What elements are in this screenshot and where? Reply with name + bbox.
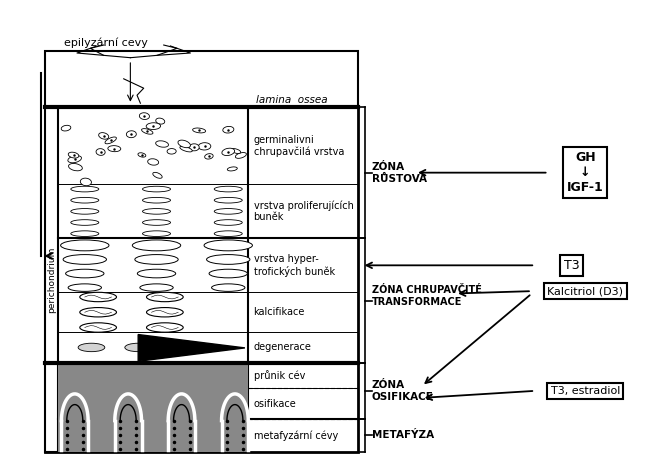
Ellipse shape [61,125,71,131]
Ellipse shape [140,284,174,291]
Text: METAFÝZA: METAFÝZA [372,430,433,440]
Ellipse shape [204,154,213,159]
Ellipse shape [80,323,117,332]
Bar [45,107,58,452]
Ellipse shape [60,240,109,251]
Ellipse shape [230,149,241,153]
Text: osifikace: osifikace [254,399,296,409]
Ellipse shape [105,137,117,144]
Ellipse shape [80,292,117,302]
Ellipse shape [223,126,234,133]
Ellipse shape [167,149,176,154]
Ellipse shape [143,197,171,203]
Ellipse shape [71,231,98,236]
Ellipse shape [71,219,98,225]
Ellipse shape [68,284,101,291]
Ellipse shape [192,128,206,133]
Ellipse shape [146,123,161,129]
Text: vrstva hyper-
trofických buněk: vrstva hyper- trofických buněk [254,254,335,277]
Ellipse shape [204,240,253,251]
Text: T3: T3 [564,259,580,272]
Ellipse shape [212,284,245,291]
Bar [45,107,358,452]
Ellipse shape [138,153,146,157]
Ellipse shape [78,343,105,352]
Ellipse shape [178,140,190,148]
Ellipse shape [68,152,79,158]
Ellipse shape [147,292,183,302]
Ellipse shape [125,343,151,352]
Ellipse shape [71,197,98,203]
Ellipse shape [143,209,171,214]
Bar [45,51,358,107]
Text: vrstva proliferujících
buněk: vrstva proliferujících buněk [254,200,354,222]
Ellipse shape [143,186,171,192]
Ellipse shape [214,219,243,225]
Ellipse shape [214,209,243,214]
Text: GH
↓
IGF-1: GH ↓ IGF-1 [567,151,604,194]
Ellipse shape [143,231,171,236]
Ellipse shape [222,148,234,156]
Polygon shape [138,335,245,361]
Ellipse shape [68,163,82,171]
Text: Kalcitriol (D3): Kalcitriol (D3) [547,286,623,296]
Ellipse shape [71,209,98,214]
Ellipse shape [206,254,250,264]
Ellipse shape [66,269,104,278]
Ellipse shape [96,149,105,155]
Text: kalcifikace: kalcifikace [254,307,305,317]
Text: průnik cév: průnik cév [254,370,305,381]
Ellipse shape [198,143,211,150]
Bar [58,362,249,452]
Ellipse shape [63,254,107,264]
Ellipse shape [235,152,247,158]
Ellipse shape [153,172,162,178]
Ellipse shape [68,156,82,163]
Ellipse shape [71,186,98,192]
Ellipse shape [227,167,237,171]
Ellipse shape [180,146,192,152]
Text: T3, estradiol: T3, estradiol [551,386,620,396]
Text: ZÓNA CHRUPAVČITÉ
TRANSFORMACE: ZÓNA CHRUPAVČITÉ TRANSFORMACE [372,285,482,307]
Ellipse shape [135,254,178,264]
Ellipse shape [98,133,109,139]
Ellipse shape [147,159,159,165]
Text: degenerace: degenerace [254,343,312,353]
Ellipse shape [147,308,183,317]
Ellipse shape [155,141,168,147]
Ellipse shape [214,231,243,236]
Ellipse shape [127,131,136,138]
Text: germinalivni
chrupavčilá vrstva: germinalivni chrupavčilá vrstva [254,135,344,157]
Ellipse shape [133,240,181,251]
Text: ZÓNA
RŮSTOVÁ: ZÓNA RŮSTOVÁ [372,162,427,184]
Text: lamina  ossea: lamina ossea [257,94,328,105]
Ellipse shape [80,178,91,185]
Ellipse shape [147,323,183,332]
Ellipse shape [137,269,176,278]
Ellipse shape [141,128,153,134]
Text: metafyzární cévy: metafyzární cévy [254,430,338,441]
Ellipse shape [155,118,165,124]
Ellipse shape [189,144,199,151]
Ellipse shape [214,197,243,203]
Ellipse shape [172,343,198,352]
Text: epilyzární cevy: epilyzární cevy [64,38,147,48]
Ellipse shape [214,186,243,192]
Ellipse shape [209,269,247,278]
Ellipse shape [143,219,171,225]
Text: perichondrium: perichondrium [47,246,56,312]
Ellipse shape [139,113,149,119]
Ellipse shape [80,308,117,317]
Ellipse shape [108,146,121,152]
Text: ZÓNA
OSIFIKACE: ZÓNA OSIFIKACE [372,380,433,402]
